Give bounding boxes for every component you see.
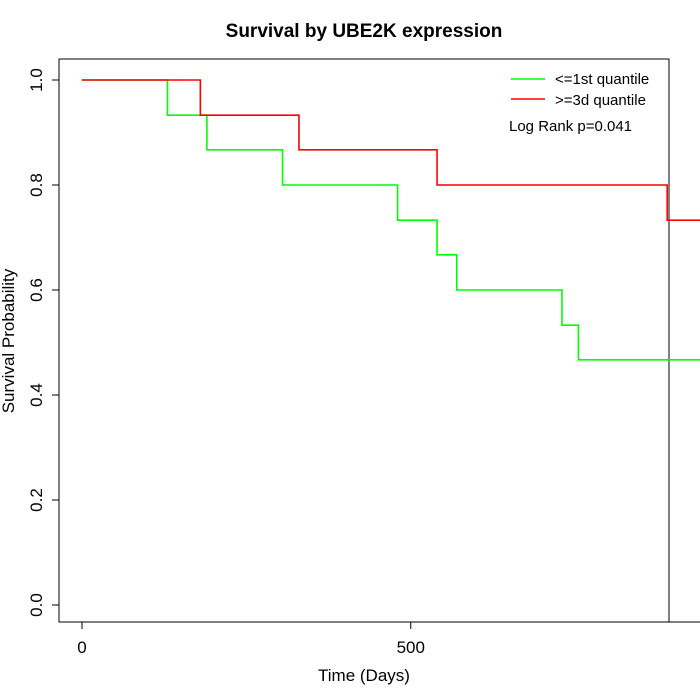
- x-tick-label: 500: [397, 638, 425, 657]
- legend-label-low: <=1st quantile: [555, 71, 649, 88]
- survival-curve-low: [82, 79, 700, 361]
- y-axis: 0.0 0.2 0.4 0.6 0.8 1.0: [27, 68, 60, 617]
- legend: <=1st quantile >=3d quantile: [511, 71, 649, 109]
- x-axis-label: Time (Days): [318, 666, 410, 685]
- y-axis-label: Survival Probability: [0, 268, 18, 413]
- plot-frame: [58, 58, 670, 623]
- survival-curve-high: [82, 79, 700, 221]
- y-tick-label: 0.4: [27, 383, 46, 407]
- log-rank-annotation: Log Rank p=0.041: [509, 118, 632, 135]
- legend-label-high: >=3d quantile: [555, 92, 646, 109]
- x-axis: 050010001500: [77, 621, 700, 657]
- x-tick-label: 0: [77, 638, 86, 657]
- y-tick-label: 0.0: [27, 593, 46, 617]
- y-tick-label: 1.0: [27, 68, 46, 92]
- y-tick-label: 0.6: [27, 278, 46, 302]
- y-tick-label: 0.2: [27, 488, 46, 512]
- y-tick-label: 0.8: [27, 173, 46, 197]
- chart-title: Survival by UBE2K expression: [226, 21, 503, 42]
- series-group: [82, 79, 700, 361]
